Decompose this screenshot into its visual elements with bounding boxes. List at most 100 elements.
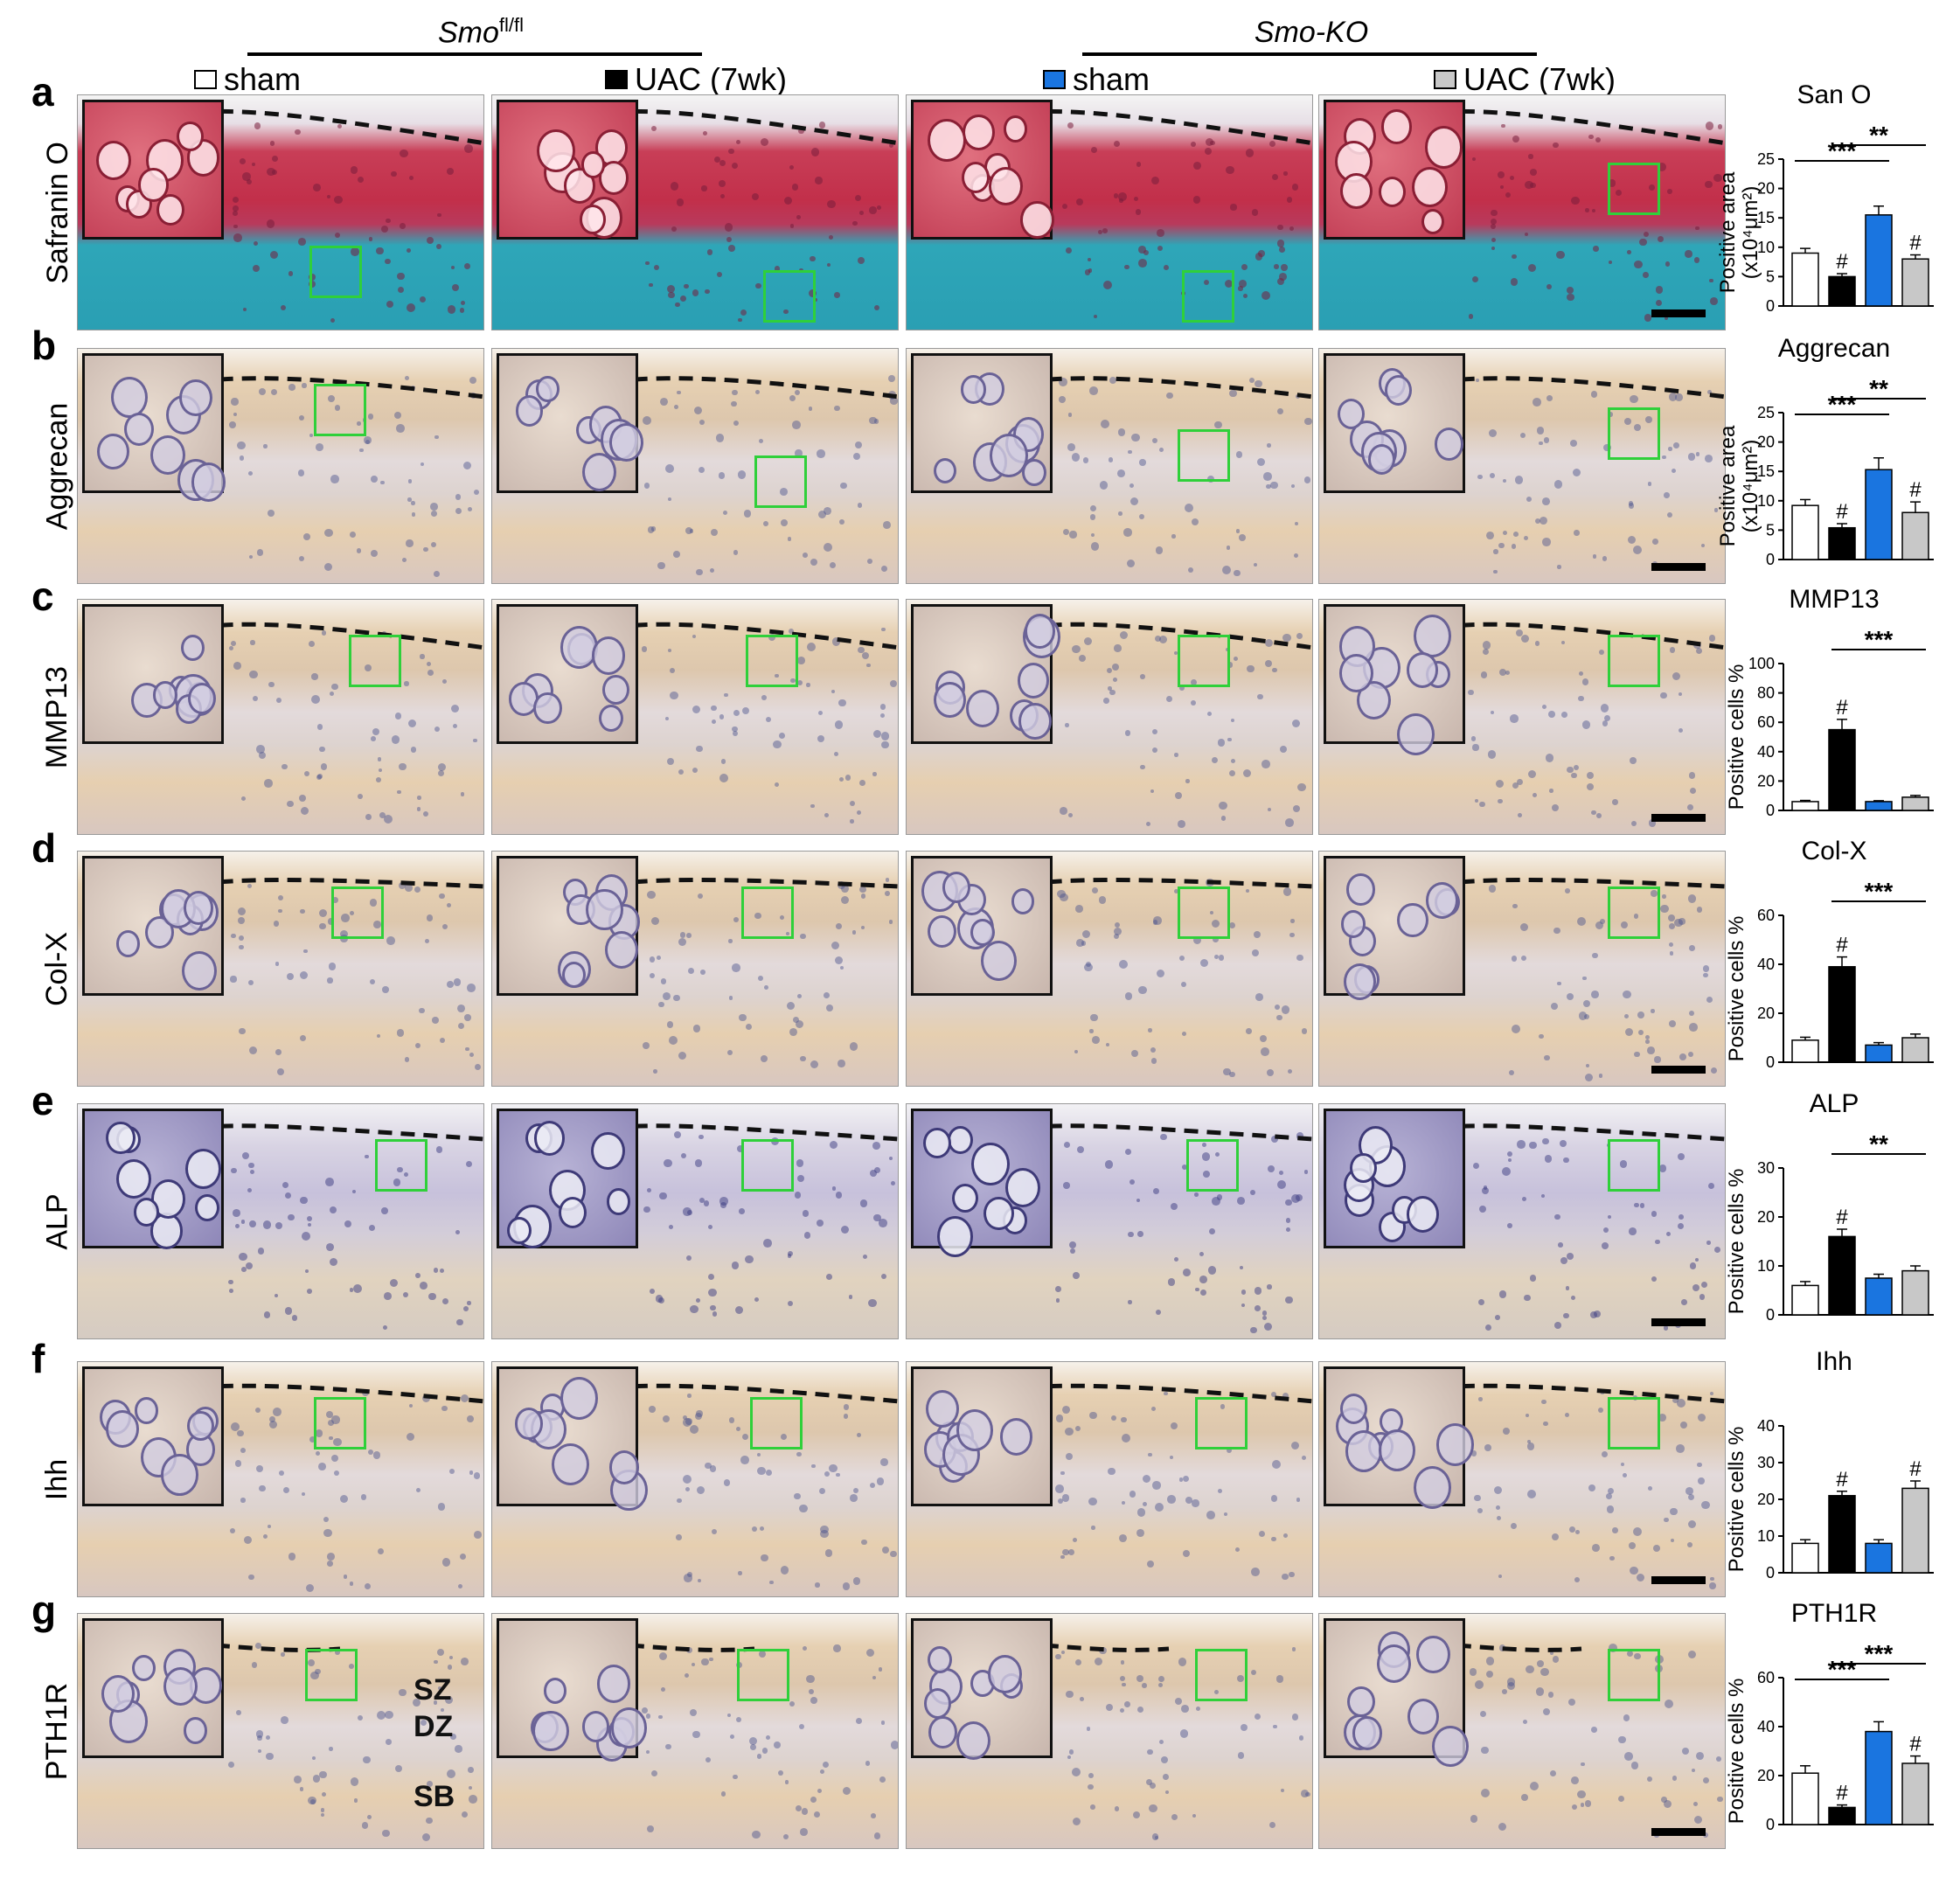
tissue-cell-mark	[876, 1477, 885, 1485]
tissue-cell-mark	[1171, 534, 1176, 539]
tissue-cell-mark	[1254, 930, 1261, 938]
tissue-cell-mark	[795, 449, 803, 457]
tissue-cell-mark	[1678, 1223, 1685, 1230]
y-tick-label: 5	[1766, 521, 1775, 539]
tissue-cell-mark	[754, 390, 761, 395]
tissue-cell-mark	[1525, 1413, 1530, 1417]
tissue-cell-mark	[407, 248, 412, 254]
tissue-cell-mark	[1618, 1795, 1625, 1802]
region-of-interest-box	[737, 1649, 789, 1701]
tissue-cell-mark	[413, 1698, 421, 1707]
tissue-cell-mark	[1296, 954, 1303, 962]
tissue-cell-mark	[1163, 264, 1169, 270]
tissue-cell-mark	[376, 777, 381, 783]
tissue-cell-mark	[350, 532, 356, 538]
tissue-cell-mark	[1279, 273, 1288, 282]
tissue-cell-mark	[1248, 378, 1255, 384]
tissue-cell-mark	[1178, 1477, 1183, 1482]
tissue-cell-mark	[1709, 1582, 1716, 1589]
tissue-cell-mark	[833, 1644, 841, 1652]
tissue-cell-mark	[239, 455, 245, 461]
tissue-cell-mark	[468, 1785, 473, 1790]
tissue-cell-mark	[1237, 1752, 1245, 1759]
chondrocyte-cell	[933, 681, 966, 719]
tissue-cell-mark	[1148, 1452, 1153, 1457]
tissue-cell-mark	[840, 965, 844, 970]
tissue-cell-mark	[1609, 1555, 1615, 1561]
tissue-cell-mark	[1136, 1508, 1146, 1518]
tissue-cell-mark	[365, 814, 372, 820]
tissue-cell-mark	[1192, 196, 1201, 205]
chondrocyte-cell	[187, 1410, 214, 1441]
legend-label: UAC (7wk)	[635, 61, 788, 97]
chondrocyte-cell	[928, 1646, 952, 1674]
bar	[1901, 1037, 1929, 1063]
tissue-cell-mark	[256, 549, 263, 556]
tissue-cell-mark	[1471, 275, 1479, 283]
chondrocyte-cell	[537, 129, 575, 172]
tissue-cell-mark	[808, 407, 813, 411]
tissue-cell-mark	[673, 404, 678, 409]
tissue-cell-mark	[1688, 772, 1696, 779]
chondrocyte-cell	[1003, 115, 1028, 143]
tissue-cell-mark	[245, 1262, 253, 1269]
magnified-inset	[82, 604, 224, 744]
tissue-cell-mark	[1191, 699, 1197, 706]
tissue-cell-mark	[1485, 532, 1494, 540]
region-of-interest-box	[1608, 635, 1660, 687]
tissue-cell-mark	[733, 916, 739, 922]
tissue-cell-mark	[1577, 917, 1587, 927]
tissue-cell-mark	[326, 1411, 334, 1418]
tissue-cell-mark	[1286, 197, 1293, 204]
micrograph-panel	[77, 94, 484, 330]
chondrocyte-cell	[1017, 662, 1050, 699]
tissue-cell-mark	[1202, 1143, 1206, 1148]
tissue-cell-mark	[680, 1152, 687, 1159]
tissue-cell-mark	[1073, 1537, 1078, 1542]
magnified-inset	[82, 1109, 224, 1249]
tissue-cell-mark	[889, 1157, 893, 1161]
chondrocyte-cell	[1426, 882, 1458, 919]
tissue-cell-mark	[1510, 1522, 1517, 1529]
tissue-cell-mark	[446, 902, 451, 907]
tissue-cell-mark	[819, 1488, 826, 1495]
tissue-cell-mark	[694, 1413, 702, 1421]
tissue-cell-mark	[1105, 1042, 1110, 1047]
tissue-cell-mark	[1687, 1051, 1694, 1058]
tissue-cell-mark	[879, 1219, 888, 1227]
tissue-cell-mark	[842, 1582, 851, 1590]
legend-smo-ko-sham: sham	[1043, 61, 1150, 98]
tissue-cell-mark	[865, 1761, 871, 1766]
tissue-cell-mark	[236, 1709, 241, 1715]
y-tick-label: 25	[1757, 404, 1775, 421]
chondrocyte-cell	[161, 1454, 198, 1496]
tissue-cell-mark	[1705, 181, 1713, 189]
tissue-cell-mark	[1158, 1675, 1165, 1682]
tissue-cell-mark	[825, 1005, 833, 1012]
chondrocyte-cell	[599, 705, 624, 733]
tissue-cell-mark	[833, 751, 838, 756]
tissue-cell-mark	[308, 1796, 316, 1805]
tissue-cell-mark	[1669, 942, 1674, 947]
y-tick-label: 20	[1757, 180, 1775, 198]
tissue-cell-mark	[1255, 1305, 1261, 1311]
tissue-cell-mark	[305, 1269, 309, 1273]
tissue-cell-mark	[231, 641, 236, 646]
tissue-cell-mark	[434, 435, 439, 440]
tissue-cell-mark	[788, 1250, 794, 1257]
tissue-cell-mark	[252, 695, 258, 701]
tissue-cell-mark	[859, 886, 866, 893]
tissue-cell-mark	[1291, 184, 1298, 191]
y-tick-label: 60	[1757, 713, 1775, 731]
chondrocyte-cell	[1339, 654, 1373, 692]
tissue-cell-mark	[247, 179, 253, 184]
magnified-inset	[911, 353, 1053, 493]
tissue-cell-mark	[720, 1791, 726, 1797]
tissue-cell-mark	[1686, 804, 1693, 810]
tissue-cell-mark	[320, 1808, 325, 1812]
tissue-cell-mark	[660, 398, 669, 407]
tissue-cell-mark	[313, 184, 322, 192]
tissue-cell-mark	[231, 933, 236, 939]
chondrocyte-cell	[552, 1443, 589, 1486]
tissue-cell-mark	[316, 774, 322, 780]
